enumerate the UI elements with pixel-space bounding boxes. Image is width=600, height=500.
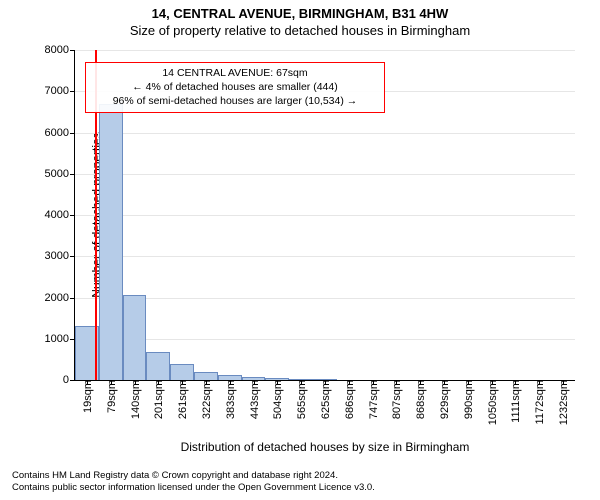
plot-area: 01000200030004000500060007000800019sqm79… <box>75 50 575 380</box>
x-tick-label: 929sqm <box>437 380 451 419</box>
gridline <box>75 339 575 340</box>
y-axis-line <box>74 50 75 380</box>
x-tick-label: 1111sqm <box>508 380 522 423</box>
chart-title: 14, CENTRAL AVENUE, BIRMINGHAM, B31 4HW <box>0 0 600 21</box>
x-tick-label: 443sqm <box>247 380 261 419</box>
histogram-bar <box>146 352 170 380</box>
histogram-bar <box>194 372 218 380</box>
x-tick-label: 990sqm <box>461 380 475 419</box>
x-axis-label: Distribution of detached houses by size … <box>75 440 575 454</box>
attribution-line-1: Contains HM Land Registry data © Crown c… <box>12 470 375 482</box>
histogram-bar <box>123 295 147 380</box>
x-tick-label: 322sqm <box>199 380 213 419</box>
x-tick-label: 201sqm <box>151 380 165 419</box>
info-line-2: ← 4% of detached houses are smaller (444… <box>92 80 378 94</box>
x-tick-label: 1050sqm <box>485 380 499 425</box>
x-tick-label: 383sqm <box>223 380 237 419</box>
x-tick-label: 686sqm <box>342 380 356 419</box>
x-tick-label: 261sqm <box>175 380 189 419</box>
attribution-text: Contains HM Land Registry data © Crown c… <box>12 470 375 494</box>
x-tick-label: 868sqm <box>413 380 427 419</box>
chart-subtitle: Size of property relative to detached ho… <box>0 21 600 38</box>
x-tick-label: 747sqm <box>366 380 380 419</box>
property-info-box: 14 CENTRAL AVENUE: 67sqm← 4% of detached… <box>85 62 385 113</box>
x-tick-label: 140sqm <box>128 380 142 419</box>
chart-container: { "title": "14, CENTRAL AVENUE, BIRMINGH… <box>0 0 600 500</box>
gridline <box>75 298 575 299</box>
histogram-bar <box>170 364 194 380</box>
histogram-bar <box>99 104 123 380</box>
x-tick-label: 625sqm <box>318 380 332 419</box>
x-tick-label: 1232sqm <box>556 380 570 425</box>
gridline <box>75 50 575 51</box>
gridline <box>75 256 575 257</box>
x-tick-label: 565sqm <box>294 380 308 419</box>
gridline <box>75 133 575 134</box>
x-tick-label: 1172sqm <box>532 380 546 424</box>
attribution-line-2: Contains public sector information licen… <box>12 482 375 494</box>
x-tick-label: 807sqm <box>389 380 403 419</box>
info-line-3: 96% of semi-detached houses are larger (… <box>92 94 378 108</box>
info-line-1: 14 CENTRAL AVENUE: 67sqm <box>92 66 378 80</box>
x-axis-line <box>75 380 575 381</box>
x-tick-label: 504sqm <box>270 380 284 419</box>
gridline <box>75 215 575 216</box>
gridline <box>75 174 575 175</box>
